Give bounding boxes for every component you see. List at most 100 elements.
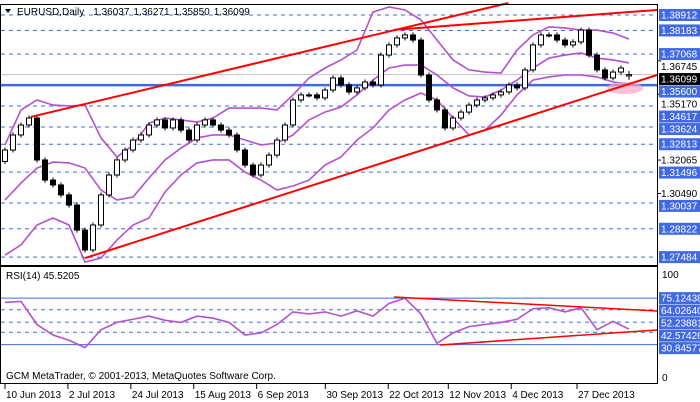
- level-label-bg: [659, 48, 700, 61]
- rsi-level-label-bg: [659, 317, 700, 330]
- candle-body: [26, 117, 32, 126]
- candle-body: [114, 159, 120, 176]
- candle-body: [378, 54, 384, 86]
- highlight-marker: [607, 82, 643, 94]
- candle-body: [482, 97, 488, 101]
- level-label: 1.34617: [661, 112, 698, 123]
- candle-body: [18, 124, 24, 136]
- candle-body: [50, 179, 56, 186]
- support-label: 1.35600: [661, 87, 698, 98]
- level-label-bg: [659, 199, 700, 212]
- level-label-bg: [659, 9, 700, 21]
- current-price-label: 1.36099: [661, 75, 698, 86]
- level-label-bg: [659, 123, 700, 136]
- price-trendline: [30, 1, 509, 118]
- candle-body: [498, 91, 504, 96]
- candle-body: [522, 69, 528, 89]
- time-label: 15 Aug 2013: [195, 390, 252, 401]
- candle-body: [90, 224, 96, 251]
- candle-body: [202, 119, 208, 126]
- chart-header: EURUSD,Daily 1.36037 1.36271 1.35850 1.3…: [5, 7, 250, 18]
- rsi-axis-label: 0: [662, 373, 668, 384]
- time-label: 12 Nov 2013: [449, 390, 506, 401]
- support-label-bg: [659, 85, 700, 98]
- level-label: 1.31496: [661, 168, 698, 179]
- candle-body: [578, 29, 584, 43]
- candle-body: [570, 41, 576, 46]
- candle-body: [306, 94, 312, 97]
- rsi-line: [4, 297, 630, 349]
- candle-body: [530, 44, 536, 71]
- candle-body: [98, 194, 104, 226]
- candle-body: [58, 184, 64, 196]
- rsi-level-label: 75.12438: [661, 294, 700, 305]
- candle-body: [370, 81, 376, 86]
- bollinger-upper: [4, 6, 630, 159]
- time-label: 4 Dec 2013: [512, 390, 564, 401]
- rsi-level-label: 52.23881: [661, 319, 700, 330]
- candle-body: [626, 74, 632, 77]
- candle-body: [426, 74, 432, 101]
- rsi-level-label-bg: [659, 292, 700, 305]
- axis-label: 1.36745: [661, 62, 698, 73]
- level-label: 1.38183: [661, 26, 698, 37]
- candle-body: [386, 44, 392, 56]
- candle-body: [434, 99, 440, 111]
- symbol-timeframe: EURUSD,Daily: [17, 7, 84, 18]
- ohlc-high: 1.36271: [133, 7, 170, 18]
- candle-body: [586, 29, 592, 56]
- candle-body: [162, 119, 168, 129]
- candle-body: [314, 94, 320, 99]
- candle-body: [538, 34, 544, 46]
- candle-body: [218, 124, 224, 131]
- time-label: 27 Dec 2013: [578, 390, 635, 401]
- level-label: 1.37068: [661, 50, 698, 61]
- candle-body: [154, 119, 160, 126]
- candle-body: [546, 34, 552, 37]
- watermark: GCM MetaTrader, © 2001-2013, MetaQuotes …: [6, 371, 276, 382]
- candle-body: [506, 84, 512, 93]
- level-label: 1.27484: [661, 253, 698, 264]
- candle-body: [266, 154, 272, 166]
- candle-body: [330, 77, 336, 91]
- candle-body: [362, 81, 368, 89]
- axis-label: 1.32065: [661, 156, 698, 167]
- candle-body: [250, 164, 256, 176]
- dropdown-triangle-icon[interactable]: [5, 9, 11, 13]
- candle-body: [258, 164, 264, 176]
- level-label: 1.28822: [661, 224, 698, 235]
- time-axis[interactable]: 10 Jun 2013 2 Jul 2013 24 Jul 2013 15 Aug 2…: [4, 384, 635, 401]
- candle-body: [514, 84, 520, 89]
- ohlc-low: 1.35850: [174, 7, 211, 18]
- candle-body: [82, 229, 88, 251]
- level-label: 1.38912: [661, 11, 698, 22]
- ohlc-open: 1.36037: [93, 7, 130, 18]
- level-label-bg: [659, 222, 700, 235]
- time-label: 22 Oct 2013: [389, 390, 444, 401]
- time-label: 30 Sep 2013: [326, 390, 383, 401]
- rsi-level-label-bg: [659, 304, 700, 317]
- candles: [2, 27, 632, 253]
- candle-body: [106, 174, 112, 196]
- current-price-label-bg: [659, 73, 700, 86]
- candle-body: [602, 69, 608, 79]
- trendlines[interactable]: [30, 1, 658, 260]
- time-label: 2 Jul 2013: [69, 390, 116, 401]
- level-label-bg: [659, 110, 700, 123]
- bollinger-lower: [4, 74, 630, 264]
- candle-body: [186, 129, 192, 141]
- rsi-axis-label: 100: [662, 270, 679, 281]
- candle-body: [234, 134, 240, 151]
- axis-label: 1.35170: [661, 100, 698, 111]
- main-panel-border: [0, 4, 658, 266]
- rsi-trendline: [439, 329, 658, 346]
- candle-body: [2, 149, 8, 162]
- rsi-level-label: 64.02640: [661, 306, 700, 317]
- candle-body: [354, 87, 360, 93]
- level-label: 1.30037: [661, 201, 698, 212]
- axis-label: 1.30490: [661, 189, 698, 200]
- price-grid: [1, 14, 657, 258]
- candle-body: [490, 94, 496, 99]
